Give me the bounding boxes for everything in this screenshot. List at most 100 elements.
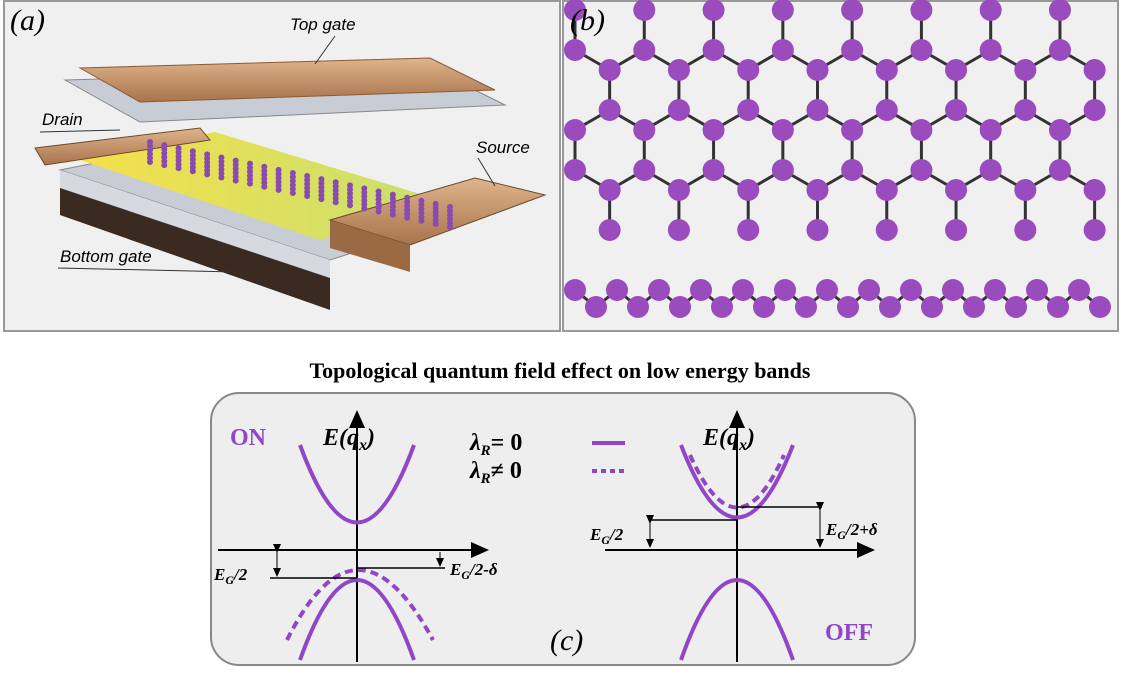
atom (841, 119, 863, 141)
atom (945, 219, 967, 241)
atom (910, 119, 932, 141)
t: E (589, 525, 601, 544)
t: ) (365, 425, 375, 451)
atom (433, 221, 439, 227)
atom (599, 99, 621, 121)
legend-label: λR= 0 (469, 430, 522, 459)
atom (290, 190, 296, 196)
atom (218, 174, 224, 180)
atom (703, 119, 725, 141)
atom (703, 39, 725, 61)
atom (648, 279, 670, 301)
atom (147, 159, 153, 165)
atom (1084, 59, 1106, 81)
t: R (480, 443, 491, 459)
atom (837, 296, 859, 318)
atom (1014, 219, 1036, 241)
atom (1014, 99, 1036, 121)
atom (1014, 179, 1036, 201)
atom (564, 279, 586, 301)
atom (668, 219, 690, 241)
figure: (a) Top gate Drain Source Bottom gate (b… (0, 0, 1121, 675)
atom (1005, 296, 1027, 318)
atom (304, 193, 310, 199)
t: E (825, 520, 837, 539)
atom (633, 119, 655, 141)
atom (668, 59, 690, 81)
atom (1089, 296, 1111, 318)
atom (1047, 296, 1069, 318)
t: λ (469, 458, 481, 484)
atom (347, 202, 353, 208)
atom (669, 296, 691, 318)
panel-label: (c) (550, 624, 583, 657)
atom (876, 59, 898, 81)
atom (404, 215, 410, 221)
t: x (358, 437, 367, 454)
atom (261, 184, 267, 190)
atom (318, 196, 324, 202)
label: Bottom gate (60, 247, 152, 266)
axis-label: E(qx) (702, 425, 755, 454)
atom (418, 218, 424, 224)
t: E(q (702, 425, 739, 451)
atom (942, 279, 964, 301)
atom (585, 296, 607, 318)
atom (980, 39, 1002, 61)
atom (841, 39, 863, 61)
atom (276, 187, 282, 193)
atom (737, 219, 759, 241)
atom (945, 179, 967, 201)
atom (816, 279, 838, 301)
atom (390, 212, 396, 218)
panel-label: (b) (570, 4, 605, 37)
axis-label: E(qx) (322, 425, 375, 454)
atom (879, 296, 901, 318)
atom (945, 99, 967, 121)
atom (876, 219, 898, 241)
atom (599, 219, 621, 241)
legend-label: λR≠ 0 (469, 458, 522, 487)
atom (564, 159, 586, 181)
atom (1026, 279, 1048, 301)
atom (900, 279, 922, 301)
atom (806, 99, 828, 121)
t: /2 (232, 565, 248, 584)
atom (876, 99, 898, 121)
title: Topological quantum field effect on low … (310, 358, 811, 383)
atom (1084, 219, 1106, 241)
atom (627, 296, 649, 318)
atom (876, 179, 898, 201)
label: Drain (42, 110, 83, 129)
atom (176, 165, 182, 171)
atom (795, 296, 817, 318)
atom (1049, 0, 1071, 21)
atom (1014, 59, 1036, 81)
atom (806, 179, 828, 201)
atom (447, 224, 453, 230)
atom (361, 205, 367, 211)
t: E (449, 560, 461, 579)
t: G (461, 568, 470, 582)
atom (703, 0, 725, 21)
t: G (837, 528, 846, 542)
atom (737, 179, 759, 201)
t: x (738, 437, 747, 454)
atom (633, 39, 655, 61)
atom (633, 0, 655, 21)
t: ≠ 0 (491, 458, 522, 484)
label: Source (476, 138, 530, 157)
atom (190, 168, 196, 174)
atom (1049, 119, 1071, 141)
t: /2 (608, 525, 624, 544)
atom (564, 119, 586, 141)
atom (633, 159, 655, 181)
atom (980, 0, 1002, 21)
t: λ (469, 430, 481, 456)
atom (1049, 39, 1071, 61)
gap-label: EG/2+δ (825, 520, 878, 542)
atom (1084, 99, 1106, 121)
panel-label: (a) (10, 4, 45, 37)
gap-label: EG/2-δ (449, 560, 498, 582)
atom (772, 159, 794, 181)
